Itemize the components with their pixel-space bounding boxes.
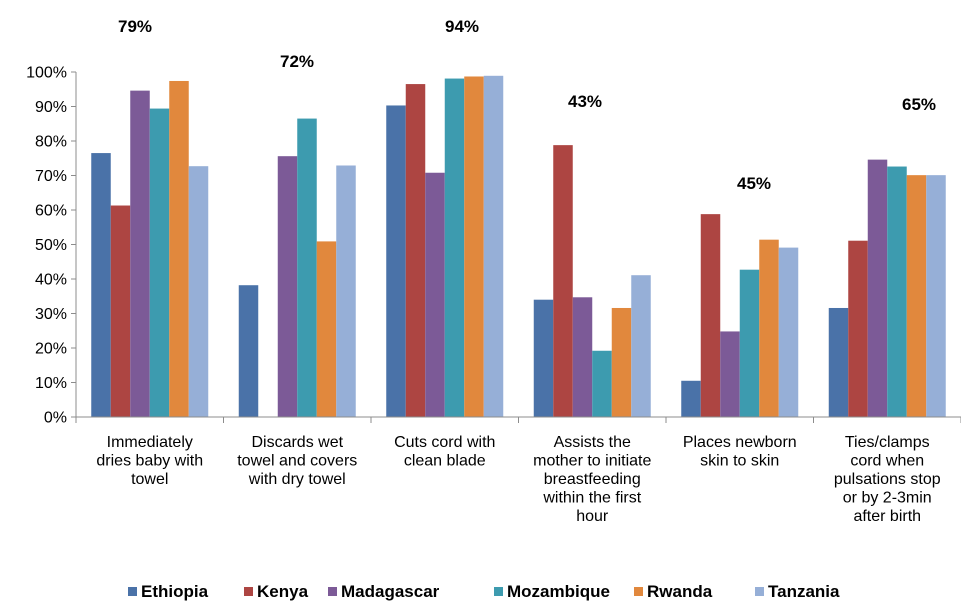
bar-kenya-3	[553, 145, 573, 417]
category-total-label: 45%	[737, 174, 771, 193]
bar-mozambique-2	[444, 78, 465, 418]
bar-rwanda-3	[611, 307, 632, 417]
y-tick-label: 90%	[35, 99, 67, 116]
legend-label-rwanda: Rwanda	[647, 582, 713, 601]
bar-tanzania-5	[926, 175, 946, 417]
bar-rwanda-4	[759, 239, 779, 417]
y-tick-label: 50%	[35, 237, 67, 254]
bar-ethiopia-2	[386, 105, 406, 417]
x-category-label-line: Ties/clamps	[845, 434, 930, 451]
x-category-label-line: dries baby with	[96, 453, 203, 470]
legend-label-ethiopia: Ethiopia	[141, 582, 209, 601]
x-category-label: Cuts cord with clean blade	[394, 434, 495, 470]
bar-madagascar-5	[867, 159, 888, 417]
bar-madagascar-3	[572, 297, 593, 417]
legend-swatch-tanzania	[755, 587, 764, 596]
x-category-label-line: within the first	[542, 490, 641, 507]
legend-swatch-ethiopia	[128, 587, 137, 596]
bar-kenya-4	[700, 214, 721, 417]
x-category-label-line: cord when	[850, 453, 924, 470]
bar-rwanda-2	[464, 76, 484, 418]
bar-madagascar-0	[130, 90, 150, 417]
bar-tanzania-1	[336, 165, 356, 417]
x-category-label: Discards wet towel and covers with dry tow…	[237, 434, 357, 488]
bar-madagascar-1	[277, 156, 298, 417]
category-total-label: 72%	[280, 52, 314, 71]
category-total-label: 79%	[118, 17, 152, 36]
bar-rwanda-5	[906, 175, 927, 417]
x-category-label-line: breastfeeding	[544, 471, 641, 488]
bar-tanzania-3	[631, 275, 651, 417]
legend-label-tanzania: Tanzania	[768, 582, 840, 601]
x-category-label-line: hour	[576, 508, 609, 525]
category-total-label: 65%	[902, 95, 936, 114]
x-category-label: Assists the mother to initiate breastfeedi…	[533, 434, 651, 525]
bar-tanzania-2	[483, 75, 504, 418]
y-tick-label: 20%	[35, 341, 67, 358]
x-category-label-line: Cuts cord with	[394, 434, 495, 451]
bar-mozambique-0	[149, 108, 170, 417]
bar-kenya-2	[405, 84, 426, 417]
legend-swatch-rwanda	[634, 587, 643, 596]
x-category-label-line: clean blade	[404, 453, 486, 470]
x-category-label-line: after birth	[853, 508, 921, 525]
x-category-label-line: or by 2-3min	[843, 490, 932, 507]
y-tick-label: 100%	[26, 65, 67, 82]
bar-kenya-0	[110, 205, 131, 417]
y-tick-label: 80%	[35, 134, 67, 151]
x-category-label-line: Immediately	[107, 434, 193, 451]
bar-rwanda-1	[316, 241, 337, 417]
bar-mozambique-1	[297, 118, 317, 417]
bar-kenya-5	[848, 240, 868, 417]
bar-mozambique-4	[739, 269, 760, 417]
x-category-label-line: towel and covers	[237, 453, 357, 470]
y-tick-label: 30%	[35, 306, 67, 323]
bar-ethiopia-0	[91, 153, 111, 417]
x-category-label-line: towel	[131, 471, 168, 488]
x-category-label: Ties/clamps cord when pulsations stop or by…	[834, 434, 941, 525]
bar-madagascar-2	[425, 172, 445, 417]
category-total-label: 94%	[445, 17, 479, 36]
legend-swatch-kenya	[244, 587, 253, 596]
x-category-label-line: Places newborn	[683, 434, 797, 451]
bar-tanzania-0	[188, 166, 209, 417]
legend-label-mozambique: Mozambique	[507, 582, 610, 601]
x-category-label-line: pulsations stop	[834, 471, 941, 488]
bar-ethiopia-4	[681, 380, 701, 417]
y-tick-label: 70%	[35, 168, 67, 185]
bar-madagascar-4	[720, 331, 740, 417]
legend-label-madagascar: Madagascar	[341, 582, 440, 601]
x-category-label-line: with dry towel	[248, 471, 346, 488]
x-category-label-line: Discards wet	[251, 434, 343, 451]
bar-ethiopia-1	[238, 285, 259, 417]
legend-swatch-madagascar	[328, 587, 337, 596]
x-category-label: Immediately dries baby with towel	[96, 434, 203, 488]
bar-tanzania-4	[778, 247, 799, 417]
x-category-label-line: skin to skin	[700, 453, 779, 470]
category-total-label: 43%	[568, 92, 602, 111]
bar-ethiopia-5	[828, 307, 849, 417]
legend-label-kenya: Kenya	[257, 582, 309, 601]
x-category-label-line: mother to initiate	[533, 453, 651, 470]
legend-swatch-mozambique	[494, 587, 503, 596]
y-tick-label: 10%	[35, 375, 67, 392]
bar-mozambique-3	[592, 350, 612, 417]
x-category-label-line: Assists the	[554, 434, 631, 451]
y-tick-label: 60%	[35, 203, 67, 220]
y-tick-label: 0%	[44, 410, 67, 427]
y-tick-label: 40%	[35, 272, 67, 289]
bar-ethiopia-3	[533, 299, 554, 417]
bar-mozambique-5	[887, 166, 907, 417]
bar-rwanda-0	[169, 80, 189, 417]
x-category-label: Places newborn skin to skin	[683, 434, 797, 470]
